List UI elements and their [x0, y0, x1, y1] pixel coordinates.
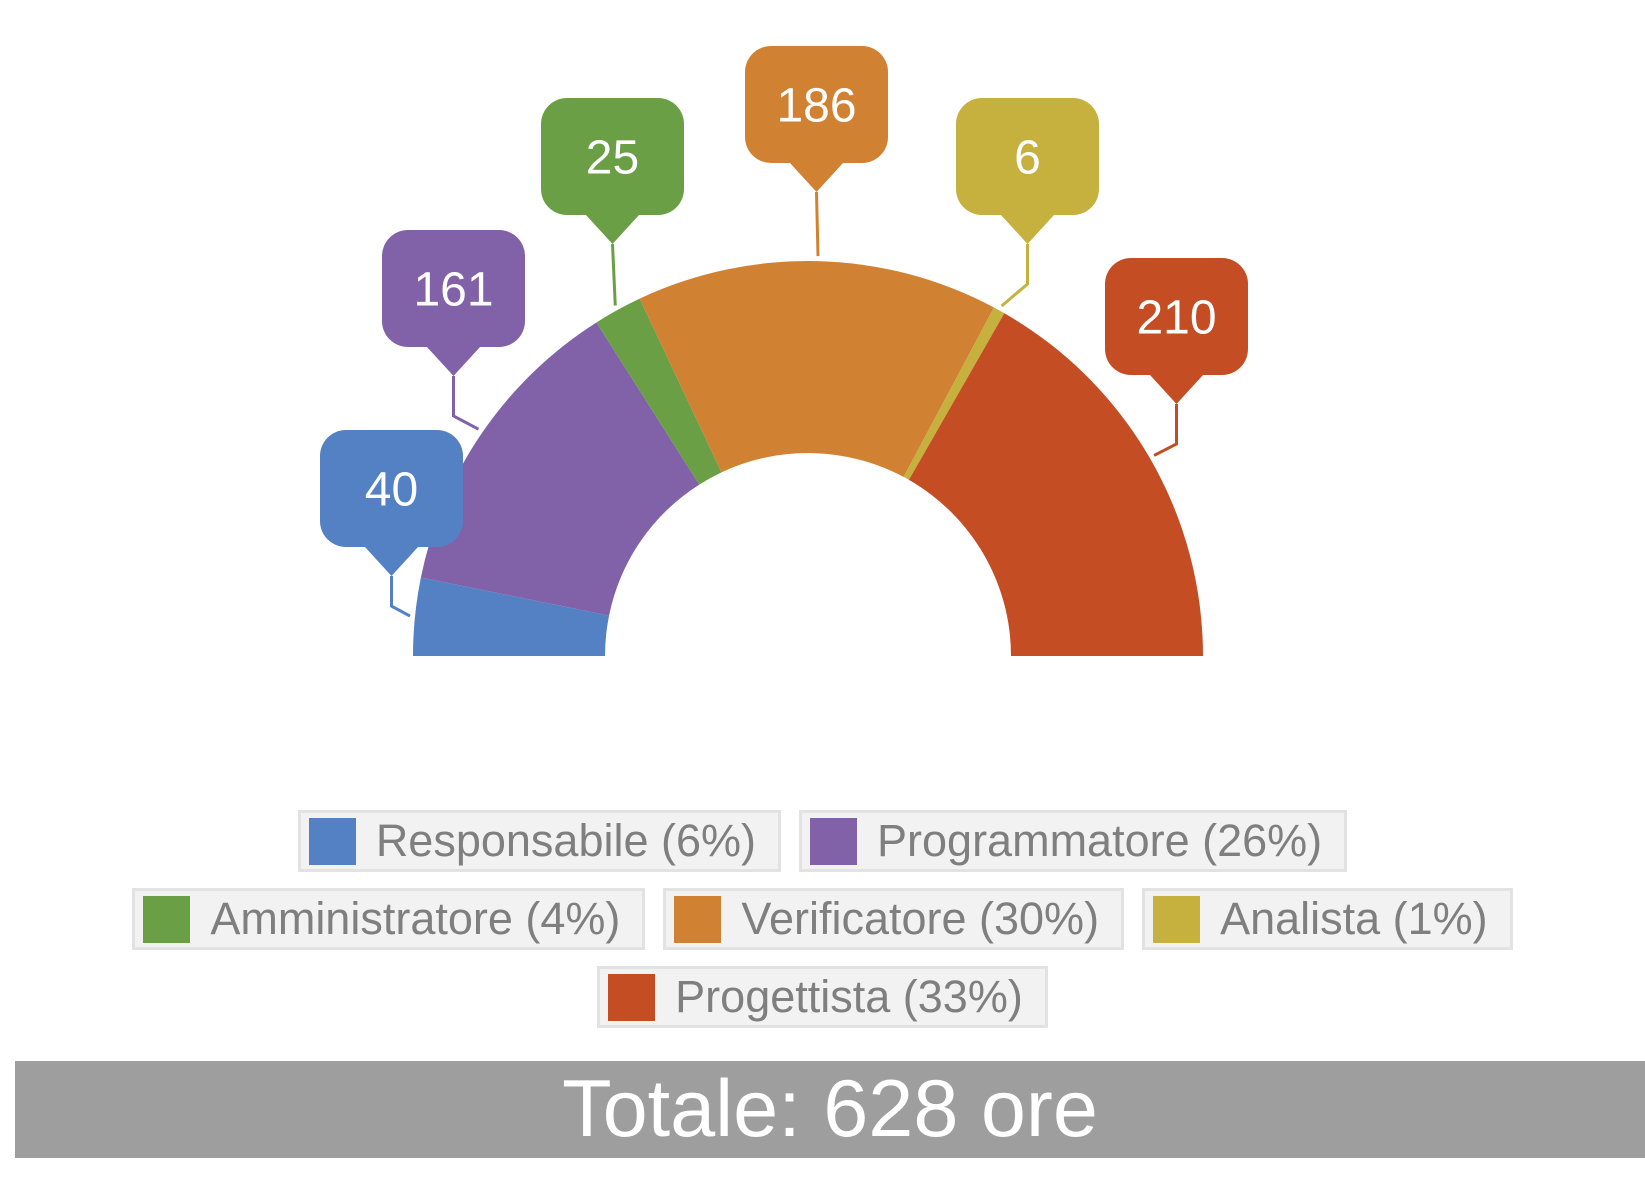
leader-line-verificatore: [815, 191, 820, 257]
legend-swatch-amministratore: [143, 895, 191, 943]
legend-row: Responsabile (6%) Programmatore (26%): [297, 810, 1348, 872]
data-label-progettista: 210: [1105, 258, 1248, 404]
leader-line-responsabile: [390, 576, 411, 618]
data-label-pointer: [995, 209, 1060, 244]
data-label-pointer: [784, 157, 849, 192]
legend-label-responsabile: Responsabile (6%): [375, 815, 757, 866]
data-label-pointer: [580, 209, 645, 244]
data-label-text: 25: [586, 132, 639, 185]
data-label-box: [956, 98, 1099, 215]
legend-label-progettista: Progettista (33%): [675, 971, 1023, 1022]
total-hours-banner: Totale: 628 ore: [15, 1061, 1645, 1158]
legend-row: Progettista (33%): [597, 966, 1048, 1028]
legend-label-analista: Analista (1%): [1220, 893, 1488, 944]
data-label-responsabile: 40: [320, 430, 463, 576]
data-label-text: 210: [1136, 292, 1216, 345]
data-label-text: 6: [1014, 132, 1041, 185]
data-label-box: [541, 98, 684, 215]
leader-line-progettista: [1153, 404, 1178, 457]
legend-label-amministratore: Amministratore (4%): [210, 893, 621, 944]
data-label-pointer: [1144, 369, 1209, 404]
data-label-text: 161: [413, 264, 493, 317]
chart-legend: Responsabile (6%) Programmatore (26%) Am…: [0, 810, 1645, 1044]
slices-layer: [413, 261, 1203, 656]
legend-item-verificatore[interactable]: Verificatore (30%): [663, 888, 1125, 950]
data-label-box: [382, 230, 525, 347]
legend-swatch-responsabile: [308, 817, 356, 865]
data-label-amministratore: 25: [541, 98, 684, 244]
data-label-text: 186: [776, 80, 856, 133]
legend-item-amministratore[interactable]: Amministratore (4%): [132, 888, 646, 950]
slice-programmatore[interactable]: [420, 322, 700, 616]
slice-progettista[interactable]: [908, 313, 1203, 656]
legend-swatch-analista: [1153, 895, 1201, 943]
legend-row: Amministratore (4%) Verificatore (30%) A…: [132, 888, 1513, 950]
legend-item-responsabile[interactable]: Responsabile (6%): [297, 810, 782, 872]
data-label-box: [320, 430, 463, 547]
data-labels-layer: 40 161 25 186 6 210: [320, 46, 1248, 576]
legend-swatch-progettista: [608, 973, 656, 1021]
data-label-analista: 6: [956, 98, 1099, 244]
data-label-box: [745, 46, 888, 163]
data-label-pointer: [421, 341, 486, 376]
legend-swatch-verificatore: [674, 895, 722, 943]
legend-item-analista[interactable]: Analista (1%): [1142, 888, 1513, 950]
slice-amministratore[interactable]: [596, 298, 722, 485]
legend-swatch-programmatore: [810, 817, 858, 865]
legend-label-programmatore: Programmatore (26%): [877, 815, 1323, 866]
data-label-verificatore: 186: [745, 46, 888, 192]
data-label-pointer: [359, 541, 424, 576]
leader-lines-layer: [390, 191, 1178, 618]
leader-line-analista: [1000, 244, 1029, 308]
legend-label-verificatore: Verificatore (30%): [741, 893, 1100, 944]
data-label-box: [1105, 258, 1248, 375]
leader-line-programmatore: [452, 376, 480, 431]
data-label-programmatore: 161: [382, 230, 525, 376]
slice-verificatore[interactable]: [639, 261, 994, 477]
slice-responsabile[interactable]: [413, 577, 610, 656]
legend-item-progettista[interactable]: Progettista (33%): [597, 966, 1048, 1028]
slice-analista[interactable]: [903, 307, 1005, 480]
data-label-text: 40: [365, 464, 418, 517]
legend-item-programmatore[interactable]: Programmatore (26%): [799, 810, 1348, 872]
leader-line-amministratore: [611, 243, 617, 306]
